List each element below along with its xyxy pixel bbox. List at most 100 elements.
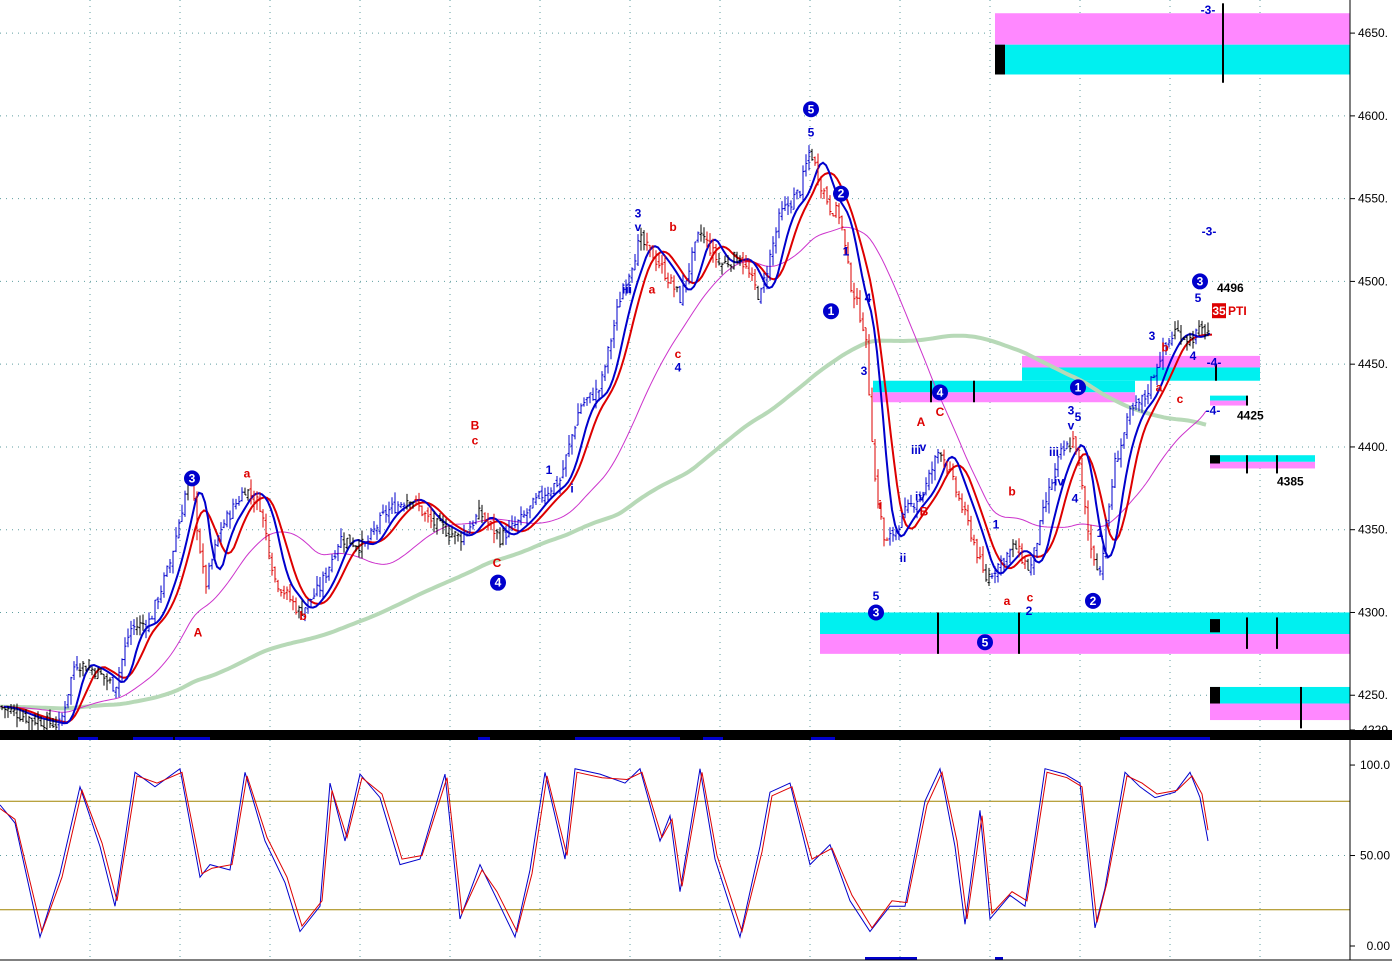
wave-label: 3 — [635, 207, 642, 221]
wave-label: c — [1027, 591, 1034, 605]
zone-marker — [995, 44, 1005, 75]
wave-label: 5 — [1195, 291, 1202, 305]
wave-label: c — [675, 347, 682, 361]
wave-label: 4 — [1072, 491, 1079, 505]
zone-marker — [1246, 617, 1248, 649]
wave-label: 1 — [843, 245, 850, 259]
wave-label: 5 — [808, 125, 815, 139]
wave-label: C — [493, 556, 502, 570]
zone-bottom-lower — [1210, 703, 1350, 721]
price-tick-label: 4500. — [1358, 274, 1388, 288]
ma-mid-line — [0, 226, 1207, 713]
oscillator-blue-line — [0, 767, 1209, 939]
wave-label: v — [635, 220, 642, 234]
pti-badge-number: 35 — [1212, 304, 1226, 318]
price-level-label: 4496 — [1217, 281, 1244, 295]
cycle-marker — [478, 737, 490, 740]
wave-label: a — [1004, 594, 1011, 608]
zone-top-lower — [995, 44, 1350, 75]
zone-marker — [1246, 455, 1248, 474]
wave-label: 1 — [1097, 526, 1104, 540]
wave-label: 1 — [993, 518, 1000, 532]
oscillator-tick-label: 100.0 — [1360, 758, 1390, 772]
price-tick-label: 4600. — [1358, 109, 1388, 123]
wave-label: 1 — [546, 463, 553, 477]
wave-label: 1 — [1075, 380, 1082, 394]
wave-label: b — [1008, 485, 1015, 499]
price-tick-label: 4450. — [1358, 357, 1388, 371]
zone-mid-1-upper — [1022, 355, 1260, 368]
wave-circle — [1085, 592, 1101, 609]
wave-label: 3 — [1068, 404, 1075, 418]
oscillator-tick-label: 50.00 — [1360, 849, 1390, 863]
cycle-marker — [175, 737, 210, 740]
wave-circle — [490, 574, 506, 591]
cycle-marker — [78, 737, 98, 740]
price-axis-bg — [1350, 0, 1392, 730]
price-tick-label: 4400. — [1358, 440, 1388, 454]
wave-label: 4 — [937, 385, 944, 399]
price-tick-label: 4350. — [1358, 523, 1388, 537]
wave-circle — [1070, 379, 1086, 396]
oscillator-red-line — [0, 770, 1209, 934]
wave-circle — [977, 634, 993, 651]
wave-circle — [823, 303, 839, 320]
wave-label: i — [570, 481, 573, 495]
wave-label: 5 — [1075, 410, 1082, 424]
zone-marker — [1300, 686, 1302, 729]
price-bars — [0, 145, 1210, 737]
wave-label: A — [194, 625, 203, 639]
bottom-markers — [78, 737, 1210, 740]
wave-label: iii — [911, 443, 921, 457]
wave-label: C — [936, 405, 945, 419]
zone-marker — [1222, 3, 1224, 83]
zone-marker — [973, 380, 975, 403]
wave-label: -3- — [1202, 225, 1217, 239]
zone-4425-upper — [1210, 395, 1246, 401]
zone-marker — [937, 612, 939, 654]
oscillator-panel-bg — [0, 740, 1392, 960]
zone-bottom-upper — [1210, 686, 1350, 704]
wave-circle — [833, 185, 849, 202]
wave-label: a — [244, 466, 251, 480]
wave-label: 1 — [828, 304, 835, 318]
wave-label: 2 — [1090, 594, 1097, 608]
wave-label: 3 — [189, 471, 196, 485]
zone-marker — [1276, 617, 1278, 649]
wave-label: 2 — [1026, 604, 1033, 618]
wave-label: b — [299, 609, 306, 623]
wave-label: B — [920, 504, 929, 518]
pti-badge-box — [1212, 303, 1226, 319]
oscillator-marker — [995, 957, 1003, 960]
zone-marker — [1246, 395, 1248, 406]
zone-top-upper — [995, 13, 1350, 45]
oscillator-panel: 100.0 50.00 0.00 — [0, 740, 1392, 961]
price-tick-label: 4550. — [1358, 192, 1388, 206]
oscillator-axis-bg — [1350, 740, 1392, 960]
wave-label: 2 — [838, 187, 845, 201]
wave-label: A — [917, 415, 926, 429]
wave-label: -4- — [1206, 404, 1221, 418]
zone-4385-lower — [1210, 461, 1315, 469]
wave-circle — [184, 470, 200, 487]
zone-marker — [1018, 612, 1020, 654]
cycle-marker — [133, 737, 173, 740]
fast-band-line — [3, 161, 1211, 725]
zone-4425-lower — [1210, 400, 1246, 406]
wave-label: 3 — [873, 605, 880, 619]
wave-label: -4- — [1207, 356, 1222, 370]
price-level-label: 4385 — [1277, 475, 1304, 489]
price-tick-label: 4650. — [1358, 26, 1388, 40]
wave-label: iv — [1054, 475, 1064, 489]
wave-label: 5 — [982, 635, 989, 649]
zone-marker — [1276, 455, 1278, 474]
zone-marker — [1210, 619, 1220, 633]
cycle-marker — [703, 737, 723, 740]
ma-long-line — [0, 333, 1207, 711]
wave-label: iv — [915, 490, 925, 504]
cycle-marker — [575, 737, 680, 740]
wave-label: 4 — [675, 360, 682, 374]
price-tick-label: 4250. — [1358, 688, 1388, 702]
